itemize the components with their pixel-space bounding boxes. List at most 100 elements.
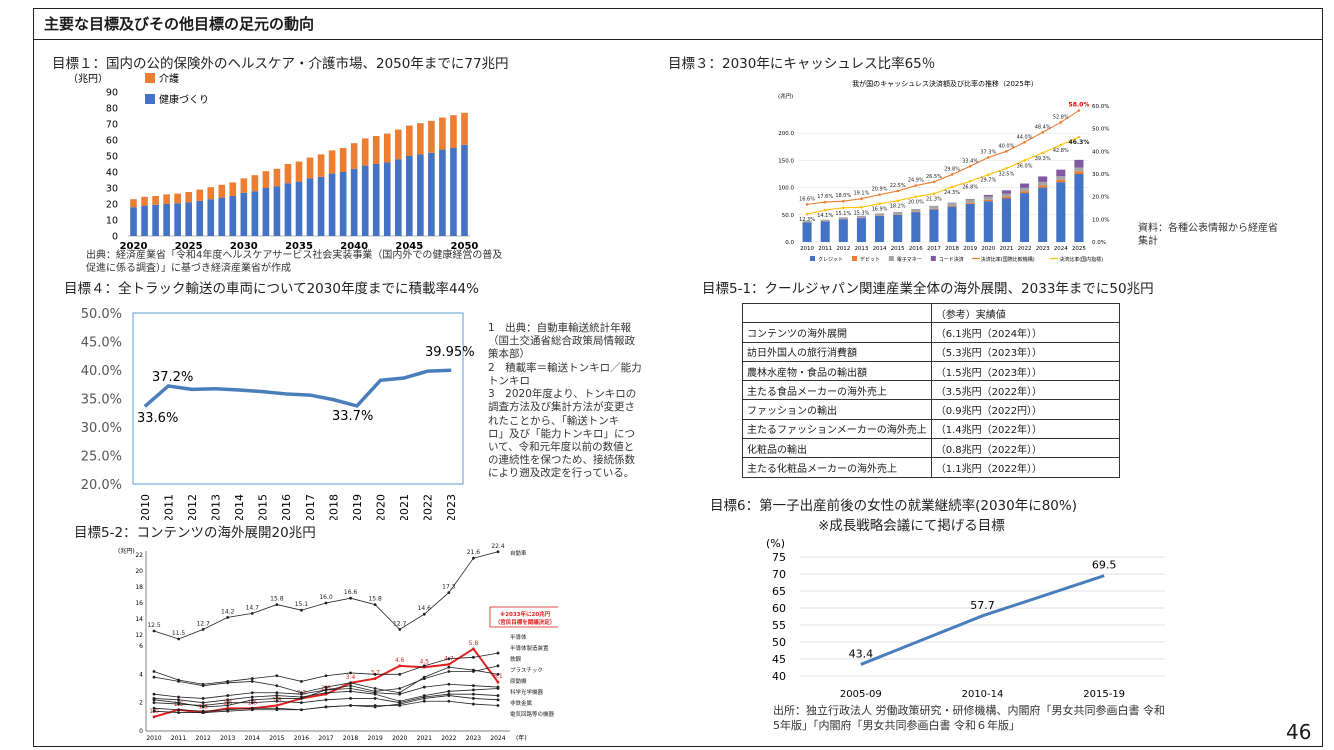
row-value: （1.5兆円（2023年））: [930, 360, 1121, 382]
y-tick-label: 60: [772, 602, 786, 615]
ratio-label: 14.1%: [817, 213, 833, 219]
ratio-label: 44.0%: [1017, 134, 1033, 140]
series-point: [349, 596, 352, 600]
bar-3: [1020, 183, 1030, 188]
series-point: [201, 704, 205, 707]
y-tick-label: 25.0%: [81, 450, 122, 465]
goal6-heading: 目標6：第一子出産前後の女性の就業継続率(2030年に80%): [710, 498, 1077, 514]
y2-tick-label: 60.0%: [1092, 104, 1109, 110]
table-row: 主たる化粧品メーカーの海外売上 （1.1兆円（2022年））: [742, 457, 1121, 478]
bar-health: [394, 159, 402, 236]
series-point: [447, 689, 451, 693]
bar-health: [306, 178, 314, 236]
bar-1: [947, 205, 957, 207]
series-label: 鉄鋼: [510, 655, 522, 663]
goal5-2-heading: 目標5-2：コンテンツの海外展開20兆円: [74, 525, 316, 541]
x-tick-label: 2020: [375, 494, 388, 520]
bar-care: [207, 187, 215, 200]
ratio-point: [914, 184, 918, 187]
ratio-point: [1023, 159, 1026, 162]
x-tick-label: 2005-09: [840, 689, 882, 700]
legend-swatch-health: [145, 94, 155, 104]
bar-health: [152, 204, 159, 236]
series-point: [324, 685, 328, 689]
x-tick-label: 2020: [120, 241, 148, 250]
row-item: コンテンツの海外展開: [742, 322, 932, 343]
row-item: ファッションの輸出: [742, 399, 932, 420]
legend-label-care: 介護: [159, 72, 179, 85]
series-point: [300, 701, 303, 705]
bar-1: [1038, 185, 1048, 188]
bar-0: [820, 221, 830, 242]
x-tick-label: 2010: [146, 735, 161, 742]
series-point: [472, 655, 475, 659]
bar-health: [262, 188, 270, 236]
point-label: 4.5: [420, 658, 430, 665]
bar-0: [802, 222, 812, 242]
x-tick-label: 2022: [422, 494, 435, 520]
bar-care: [361, 138, 369, 166]
ratio-point: [1077, 109, 1081, 112]
row-item: 主たるファッションメーカーの海外売上: [742, 418, 932, 440]
ratio-label: 17.6%: [817, 194, 833, 200]
note-line: 調査方法及び集計方法が変更さ: [488, 401, 635, 414]
point-label: 69.5: [1092, 559, 1117, 572]
note-line: の連続性を保つため、接続係数: [488, 454, 635, 467]
ratio-point: [1059, 121, 1063, 124]
x-tick-label: 2023: [466, 735, 481, 742]
x-tick-label: 2018: [343, 735, 358, 742]
legend-label: 決済比率(国内指標): [1059, 256, 1103, 263]
series-point: [398, 664, 402, 668]
series-point: [300, 708, 303, 712]
bar-care: [383, 133, 391, 163]
row-value: （0.9兆円（2022円））: [930, 399, 1121, 420]
row-value: （1.4兆円（2022年））: [930, 418, 1121, 440]
series-point: [177, 708, 180, 712]
note-line: （国土交通省総合政策局情報政: [488, 335, 635, 348]
series-point: [226, 616, 230, 619]
ratio-point: [1041, 130, 1044, 134]
series-point: [300, 680, 303, 683]
series-point: [152, 629, 156, 633]
bar-2: [1074, 167, 1084, 172]
series-point: [447, 682, 451, 686]
series-point: [496, 698, 500, 702]
ratio-point: [950, 185, 954, 189]
x-unit: (年): [516, 734, 527, 742]
bar-care: [185, 192, 192, 203]
bar-care: [317, 154, 325, 177]
point-label: 5.8: [469, 640, 479, 647]
bar-care: [262, 171, 270, 188]
bar-2: [893, 211, 903, 215]
x-tick-label: 2015: [257, 494, 270, 520]
bar-health: [218, 197, 226, 236]
series-point: [300, 692, 303, 696]
series-point: [398, 692, 402, 696]
bar-care: [328, 150, 336, 174]
x-tick-label: 2012: [836, 246, 850, 252]
point-label: 15.8: [368, 596, 382, 603]
bar-0: [1056, 182, 1066, 242]
series-point: [496, 704, 500, 707]
bar-care: [251, 175, 259, 192]
row-item: 主たる化粧品メーカーの海外売上: [742, 457, 932, 478]
bar-0: [856, 218, 866, 242]
x-tick-label: 2013: [210, 494, 223, 520]
x-tick-label: 2011: [171, 735, 186, 742]
x-tick-label: 2014: [233, 494, 246, 520]
ratio-point: [896, 189, 899, 193]
bar-care: [406, 125, 413, 156]
series-point: [300, 608, 303, 612]
ratio-point: [1023, 140, 1026, 144]
ratio-label: 15.3%: [853, 210, 869, 216]
y-tick-label: 150.0: [778, 158, 794, 164]
bar-care: [284, 164, 292, 184]
x-tick-label: 2016: [909, 246, 923, 252]
table-row: 訪日外国人の旅行消費額 （5.3兆円（2023年））: [742, 341, 1121, 362]
series-point: [201, 701, 205, 705]
ratio-label: 24.9%: [908, 178, 924, 184]
x-tick-label: 2013: [220, 735, 235, 742]
row-value: （6.1兆円（2024年））: [930, 322, 1121, 343]
y2-tick-label: 10.0%: [1092, 217, 1109, 223]
